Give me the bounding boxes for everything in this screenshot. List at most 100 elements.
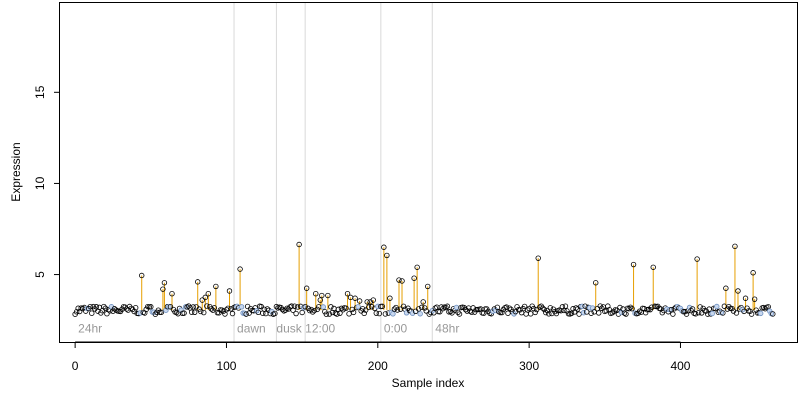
data-point xyxy=(524,307,531,313)
time-marker-lines xyxy=(233,3,433,342)
data-point xyxy=(423,308,429,314)
data-point xyxy=(201,309,207,316)
data-point xyxy=(418,304,425,311)
peak-point xyxy=(317,297,323,303)
peak-point xyxy=(381,244,387,250)
data-point xyxy=(102,305,109,311)
data-point xyxy=(521,303,528,310)
data-point xyxy=(744,305,750,311)
x-tick-label: 200 xyxy=(368,359,388,373)
data-point xyxy=(343,305,349,311)
peak-point xyxy=(732,243,738,250)
time-label: 0:00 xyxy=(384,321,408,335)
data-point xyxy=(627,304,634,311)
data-point xyxy=(642,310,649,316)
data-point xyxy=(376,310,383,317)
data-point xyxy=(366,304,372,310)
data-point xyxy=(294,304,301,310)
x-tick-label: 100 xyxy=(216,359,236,373)
data-point xyxy=(299,309,305,316)
peak-point xyxy=(313,291,319,297)
data-point xyxy=(208,306,215,312)
data-point xyxy=(105,306,112,313)
data-point xyxy=(564,308,570,314)
x-tick-label: 300 xyxy=(519,359,539,373)
peak-point xyxy=(735,288,741,294)
peak-point xyxy=(364,299,370,305)
data-point xyxy=(562,303,569,309)
data-point xyxy=(391,306,398,312)
data-point xyxy=(394,307,401,313)
data-point xyxy=(599,305,605,311)
data-point xyxy=(417,311,423,317)
time-label: dusk xyxy=(276,321,302,335)
data-point xyxy=(89,310,95,316)
data-point xyxy=(157,309,163,315)
data-point xyxy=(709,310,715,317)
x-tick-label: 400 xyxy=(670,359,690,373)
data-point xyxy=(225,305,231,311)
data-point xyxy=(517,307,523,313)
data-point xyxy=(334,311,340,317)
data-point xyxy=(369,304,375,310)
data-point xyxy=(617,304,623,311)
peak-point xyxy=(387,295,393,301)
data-point xyxy=(132,304,139,311)
data-point xyxy=(437,309,443,315)
data-point xyxy=(697,304,703,310)
data-point xyxy=(670,311,676,317)
data-point xyxy=(626,306,632,312)
data-point xyxy=(173,309,180,316)
peak-point xyxy=(370,297,376,303)
data-point xyxy=(499,309,505,316)
y-axis-label: Expression xyxy=(9,142,23,201)
time-label: 48hr xyxy=(435,321,459,335)
data-point xyxy=(310,309,316,315)
x-axis-label: Sample index xyxy=(392,376,465,390)
peak-point xyxy=(420,299,426,305)
peak-point xyxy=(593,280,599,286)
data-point xyxy=(748,311,755,317)
data-point xyxy=(770,311,776,317)
data-point xyxy=(559,304,566,310)
data-point xyxy=(540,305,546,311)
time-labels: 24hr dawn dusk 12:00 0:00 48hr xyxy=(78,321,459,335)
peak-point xyxy=(630,261,637,268)
peak-point xyxy=(751,296,758,302)
data-point xyxy=(444,303,451,309)
data-point xyxy=(272,310,278,317)
data-point xyxy=(220,308,227,314)
data-point xyxy=(453,304,460,311)
data-point xyxy=(609,309,616,316)
peak-point xyxy=(195,279,201,285)
data-point xyxy=(580,310,587,316)
peak-point xyxy=(213,283,219,290)
peak-point xyxy=(742,295,749,301)
data-point xyxy=(514,304,520,310)
peak-point xyxy=(160,286,166,292)
data-point xyxy=(355,304,361,310)
data-point xyxy=(582,303,588,309)
peak-point xyxy=(344,291,351,297)
data-point xyxy=(359,306,366,312)
data-point xyxy=(547,305,554,311)
peak-point xyxy=(414,264,420,270)
y-tick-label: 5 xyxy=(33,271,47,278)
data-point xyxy=(400,303,407,310)
data-point xyxy=(611,308,617,315)
data-point xyxy=(87,303,93,310)
data-point xyxy=(229,310,236,317)
y-tick-label: 10 xyxy=(33,176,47,190)
peak-point xyxy=(319,292,325,299)
data-point xyxy=(158,309,165,315)
x-tick-label: 0 xyxy=(72,359,79,373)
peak-point xyxy=(356,298,363,304)
data-point xyxy=(603,308,610,314)
data-point xyxy=(198,308,204,315)
peak-point xyxy=(205,291,212,297)
y-tick-label: 15 xyxy=(33,85,47,99)
data-point xyxy=(190,304,196,310)
peak-point xyxy=(384,252,390,259)
data-point xyxy=(506,305,513,311)
